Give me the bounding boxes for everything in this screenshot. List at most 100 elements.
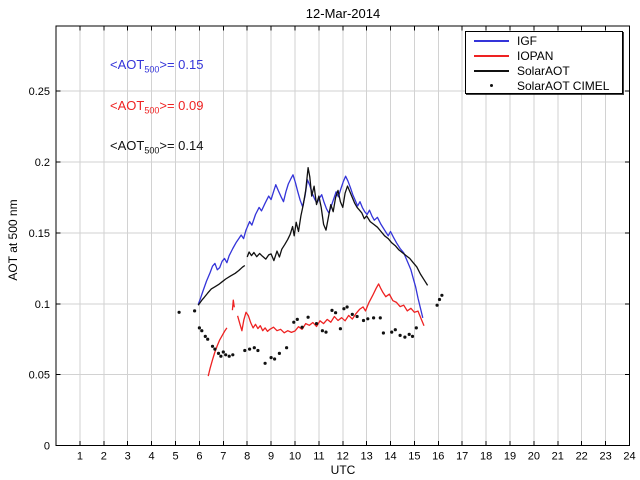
annotation-value: >= 0.15: [159, 57, 204, 72]
legend-item-igf: IGF: [466, 33, 622, 48]
x-tick-label: 2: [101, 451, 107, 463]
solaraot-cimel-point: [285, 346, 289, 350]
x-tick-label: 3: [125, 451, 131, 463]
solaraot-cimel-point: [345, 305, 349, 309]
legend: IGF IOPAN SolarAOT SolarAOT CIMEL: [465, 31, 623, 94]
y-tick-labels: 0 0.05 0.1 0.15 0.2 0.25: [29, 86, 50, 452]
solaraot-cimel-point: [216, 351, 221, 355]
annotation-value: >= 0.09: [159, 98, 204, 113]
solaraot-cimel-point: [197, 326, 201, 330]
x-tick-label: 21: [552, 451, 564, 463]
annotation-subscript: 500: [144, 64, 160, 75]
solaraot-cimel-point: [231, 353, 235, 357]
solaraot-cimel-point: [366, 317, 370, 321]
x-tick-label: 5: [172, 451, 178, 463]
line-swatch-icon: [474, 39, 509, 42]
legend-swatch: [474, 84, 509, 87]
solaraot-line: [246, 167, 429, 286]
x-tick-label: 13: [360, 451, 372, 463]
solaraot-cimel-point: [355, 314, 359, 319]
x-tick-label: 12: [337, 451, 349, 463]
solaraot-cimel-point: [414, 326, 418, 330]
solaraot-cimel-point: [437, 297, 442, 302]
solaraot-cimel-point: [435, 303, 439, 307]
x-tick-label: 1: [77, 451, 83, 463]
y-axis-label: AOT at 500 nm: [6, 199, 20, 281]
x-tick-label: 11: [313, 451, 324, 463]
solaraot-cimel-point: [206, 337, 210, 341]
y-tick-label: 0.2: [35, 157, 50, 169]
x-tick-label: 4: [149, 451, 155, 463]
solaraot-cimel-point: [407, 332, 411, 336]
y-tick-label: 0.1: [35, 299, 50, 311]
series-iopan: [207, 283, 425, 377]
x-tick-label: 16: [432, 451, 444, 463]
y-tick-label: 0: [44, 441, 50, 453]
solaraot-cimel-point: [177, 310, 181, 314]
annotation-subscript: 500: [144, 105, 160, 116]
solaraot-cimel-point: [203, 334, 207, 338]
x-tick-label: 22: [576, 451, 588, 463]
solaraot-cimel-point: [403, 335, 407, 339]
legend-label: SolarAOT: [517, 63, 570, 78]
series-igf: [197, 174, 424, 319]
solaraot-cimel-point: [334, 311, 338, 315]
x-tick-label: 24: [623, 451, 635, 463]
x-tick-label: 17: [456, 451, 468, 463]
solaraot-cimel-point: [256, 348, 260, 353]
x-tick-label: 14: [384, 451, 396, 463]
legend-item-solaraot: SolarAOT: [466, 63, 622, 78]
x-tick-label: 9: [268, 451, 274, 463]
legend-label: IGF: [517, 33, 537, 48]
solaraot-cimel-point: [398, 333, 402, 337]
y-tick-label: 0.15: [29, 228, 50, 240]
solaraot-cimel-point: [378, 316, 382, 320]
solaraot-cimel-point: [338, 327, 342, 331]
x-tick-label: 6: [196, 451, 202, 463]
solaraot-cimel-point: [381, 331, 385, 335]
solaraot-cimel-point: [273, 357, 277, 361]
y-tick-label: 0.25: [29, 86, 50, 98]
igf-line: [197, 174, 424, 319]
legend-label: IOPAN: [517, 48, 554, 63]
iopan-line: [236, 283, 425, 334]
line-swatch-icon: [474, 69, 509, 72]
solaraot-cimel-point: [219, 354, 223, 358]
solaraot-cimel-point: [269, 356, 273, 360]
solaraot-cimel-point: [252, 346, 256, 350]
line-swatch-icon: [474, 54, 509, 57]
x-tick-label: 7: [220, 451, 226, 463]
solaraot-cimel-point: [263, 361, 267, 365]
legend-swatch: [474, 54, 509, 57]
solaraot-cimel-point: [314, 322, 319, 326]
solaraot-cimel-point: [372, 316, 376, 320]
x-tick-label: 19: [504, 451, 516, 463]
x-tick-labels: 1 2 3 4 5 6 7 8 9 10 11 12 13 14 15 16 17 18 19 20 21 22 23 24: [77, 451, 636, 463]
x-tick-label: 10: [289, 451, 301, 463]
series-solaraot: [197, 167, 429, 306]
solaraot-cimel-point: [277, 351, 281, 355]
tick-marks: [56, 26, 630, 446]
solaraot-cimel-point: [390, 330, 394, 334]
solaraot-cimel-point: [342, 307, 346, 311]
solaraot-line: [197, 264, 246, 306]
legend-item-solaraot-cimel: SolarAOT CIMEL: [466, 78, 622, 93]
chart-title: 12-Mar-2014: [305, 6, 381, 21]
legend-label: SolarAOT CIMEL: [517, 78, 610, 93]
x-tick-label: 23: [599, 451, 611, 463]
annotation-text: <AOT: [110, 57, 145, 72]
solaraot-cimel-point: [306, 315, 310, 319]
annotation-text: <AOT: [110, 98, 145, 113]
solaraot-cimel-point: [248, 347, 252, 351]
solaraot-cimel-point: [410, 334, 415, 338]
series-solaraot-cimel: [177, 293, 444, 365]
solaraot-cimel-point: [221, 350, 225, 354]
solaraot-cimel-point: [393, 328, 397, 332]
legend-swatch: [474, 39, 509, 42]
solaraot-cimel-point: [193, 309, 197, 313]
annotation-text: <AOT: [110, 138, 145, 153]
legend-swatch: [474, 69, 509, 72]
x-tick-label: 20: [528, 451, 540, 463]
